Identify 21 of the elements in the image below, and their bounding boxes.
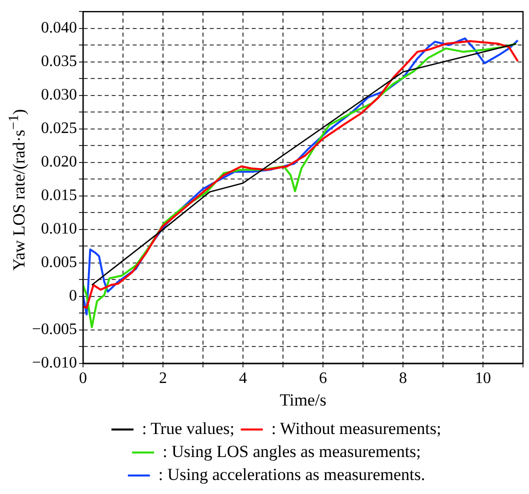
y-tick-label: 0.035 <box>41 53 78 70</box>
y-tick-label: 0.025 <box>41 120 78 138</box>
legend-label: : Using accelerations as measurements. <box>158 464 426 484</box>
y-tick-label: 0.040 <box>41 20 78 37</box>
legend-label: : Without measurements; <box>271 418 442 438</box>
x-tick-label: 4 <box>239 370 248 388</box>
y-tick-label: 0.030 <box>41 86 78 104</box>
y-tick-label: 0.015 <box>41 187 78 204</box>
y-tick-label: 0.010 <box>41 220 78 238</box>
x-tick-label: 2 <box>159 370 168 388</box>
y-tick-label: 0.005 <box>41 254 78 272</box>
legend-label: : Using LOS angles as measurements; <box>162 442 421 461</box>
x-tick-label: 8 <box>399 370 408 388</box>
x-tick-label: 10 <box>475 370 491 388</box>
y-tick-label: −0.010 <box>32 354 78 372</box>
y-tick-label: −0.005 <box>32 321 78 338</box>
x-axis-title: Time/s <box>280 390 326 410</box>
y-tick-label: 0.020 <box>41 154 78 171</box>
x-tick-label: 6 <box>319 370 328 388</box>
legend-label: : True values; <box>142 418 235 438</box>
y-tick-label: 0 <box>69 288 78 305</box>
